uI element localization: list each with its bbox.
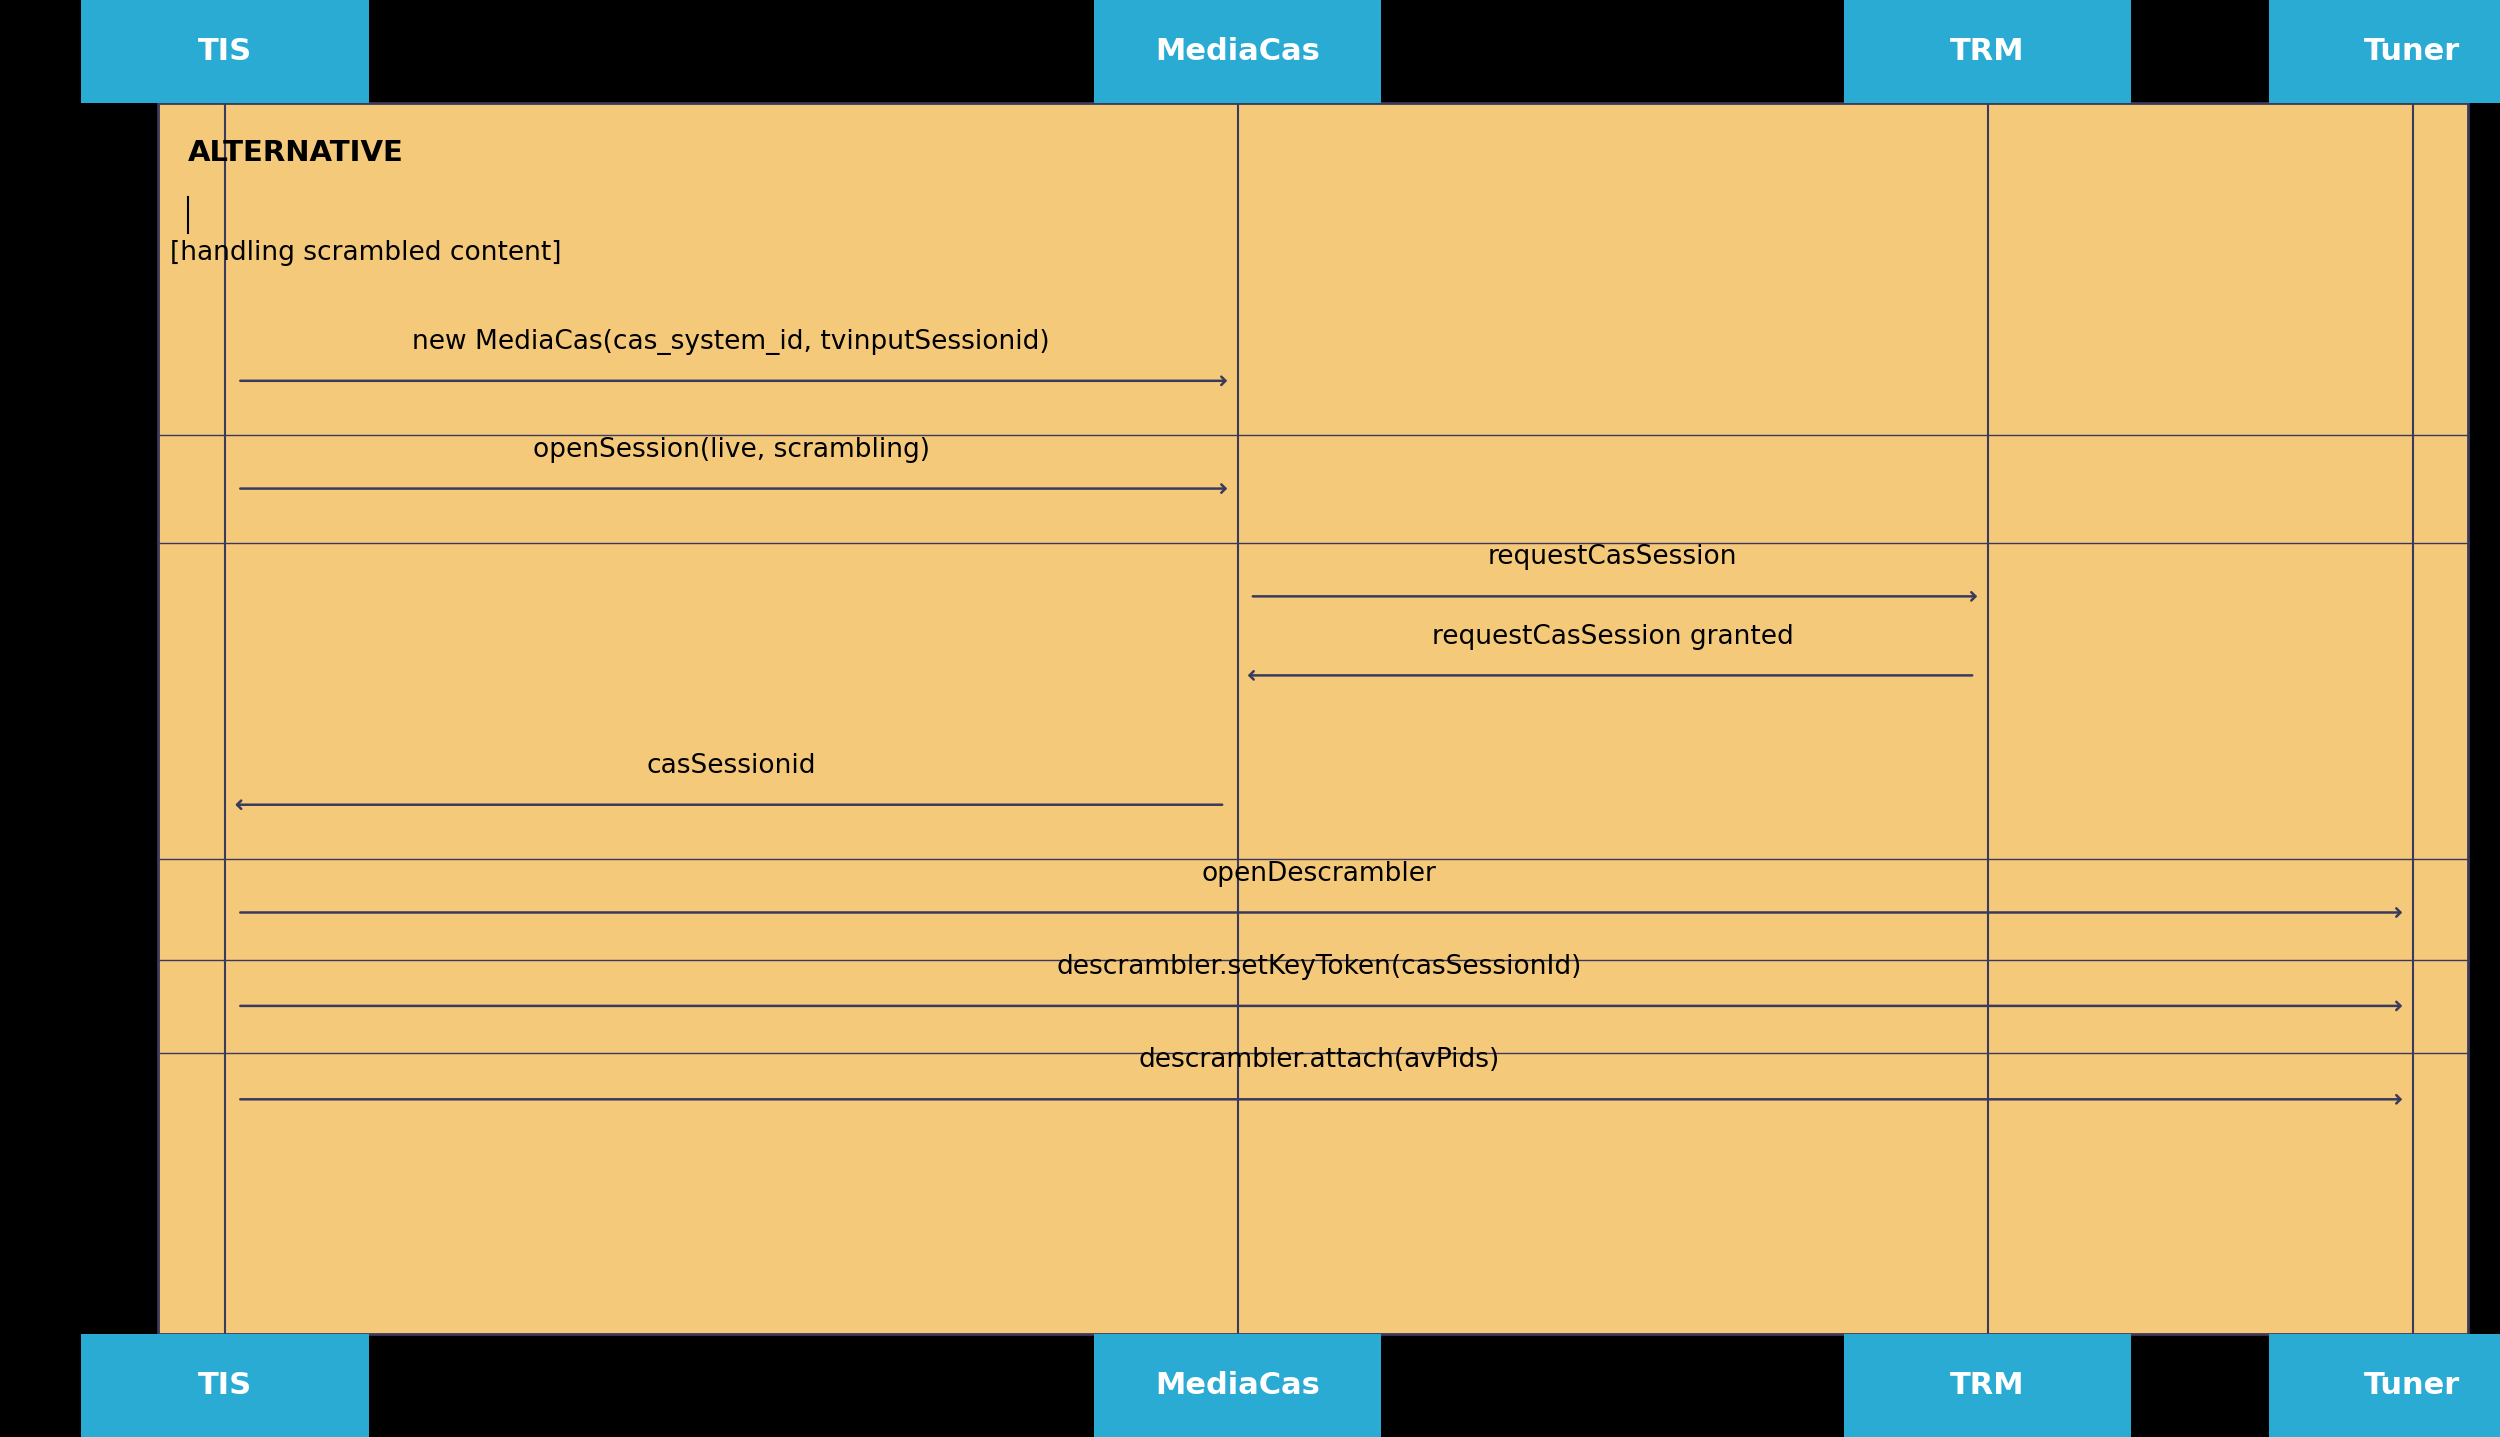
- Bar: [1845, 1334, 2130, 1437]
- Text: openSession(live, scrambling): openSession(live, scrambling): [532, 437, 930, 463]
- Text: descrambler.attach(avPids): descrambler.attach(avPids): [1138, 1048, 1500, 1073]
- Text: TIS: TIS: [198, 1371, 252, 1400]
- Bar: [2270, 0, 2500, 103]
- Text: Tuner: Tuner: [2365, 1371, 2460, 1400]
- Bar: [158, 103, 2468, 1334]
- Text: openDescrambler: openDescrambler: [1202, 861, 1435, 887]
- Bar: [1095, 0, 1380, 103]
- Bar: [1845, 0, 2130, 103]
- Text: new MediaCas(cas_system_id, tvinputSessionid): new MediaCas(cas_system_id, tvinputSessi…: [412, 329, 1050, 355]
- Text: requestCasSession: requestCasSession: [1488, 545, 1738, 570]
- Text: TIS: TIS: [198, 37, 252, 66]
- Text: TRM: TRM: [1950, 1371, 2025, 1400]
- Bar: [80, 0, 370, 103]
- Text: casSessionid: casSessionid: [648, 753, 815, 779]
- Text: [handling scrambled content]: [handling scrambled content]: [170, 240, 562, 266]
- Text: ALTERNATIVE: ALTERNATIVE: [188, 139, 402, 167]
- Text: descrambler.setKeyToken(casSessionId): descrambler.setKeyToken(casSessionId): [1055, 954, 1582, 980]
- Text: requestCasSession granted: requestCasSession granted: [1432, 624, 1792, 650]
- Bar: [1095, 1334, 1380, 1437]
- Text: MediaCas: MediaCas: [1155, 1371, 1320, 1400]
- Text: Tuner: Tuner: [2365, 37, 2460, 66]
- Text: TRM: TRM: [1950, 37, 2025, 66]
- Text: MediaCas: MediaCas: [1155, 37, 1320, 66]
- Bar: [80, 1334, 370, 1437]
- Bar: [2270, 1334, 2500, 1437]
